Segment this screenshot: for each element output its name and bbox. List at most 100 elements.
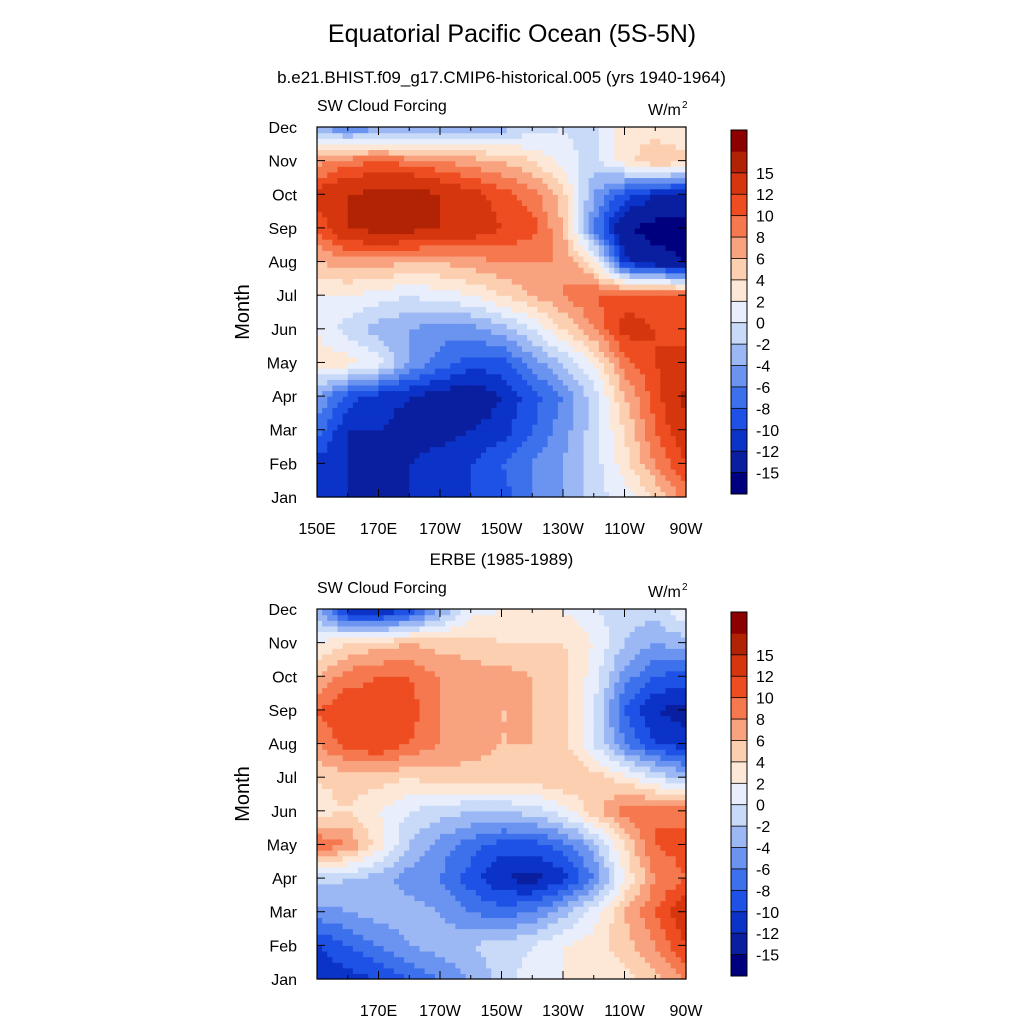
y-tick-label: Dec [269,120,297,137]
heatmap-cell [568,356,574,364]
heatmap-cell [393,166,400,173]
heatmap-cell [670,384,677,392]
heatmap-cell [399,491,405,498]
heatmap-cell [675,272,682,279]
heatmap-cell [650,435,656,442]
heatmap-cell [645,345,651,352]
heatmap-cell [568,183,574,190]
heatmap-cell [465,373,472,380]
heatmap-cell [460,261,467,268]
heatmap-cell [583,373,590,380]
heatmap-cell [675,356,682,364]
heatmap-cell [609,474,615,481]
heatmap-cell [563,272,569,279]
heatmap-cell [388,227,395,235]
heatmap-cell [383,171,390,179]
heatmap-cell [527,127,533,134]
heatmap-cell [434,468,441,476]
heatmap-cell [373,205,380,212]
heatmap-cell [399,166,405,173]
heatmap-cell [424,452,431,459]
heatmap-cell [660,317,667,324]
heatmap-cell [388,412,395,420]
heatmap-cell [322,407,328,414]
heatmap-cell [440,480,446,487]
heatmap-cell [352,255,359,263]
heatmap-cell [450,468,456,476]
heatmap-cell [609,491,615,498]
heatmap-cell [404,261,410,268]
heatmap-cell [475,312,482,319]
heatmap-cell [404,183,410,190]
heatmap-cell [670,390,677,397]
heatmap-cell [383,261,390,268]
heatmap-cell [639,468,646,476]
heatmap-cell [670,407,677,414]
heatmap-cell [639,211,646,218]
heatmap-cell [665,379,672,386]
heatmap-cell [358,272,364,279]
heatmap-cell [511,429,518,436]
colorbar-label: 15 [756,166,774,183]
heatmap-cell [440,334,446,341]
heatmap-cell [516,435,523,442]
heatmap-cell [645,491,651,498]
heatmap-cell [337,480,344,487]
heatmap-cell [368,177,374,184]
heatmap-cell [557,485,564,492]
heatmap-cell [378,328,385,336]
heatmap-cell [537,323,544,330]
heatmap-cell [327,424,333,431]
heatmap-cell [665,384,672,392]
heatmap-cell [660,435,667,442]
heatmap-cell [650,272,656,279]
heatmap-cell [491,480,497,487]
heatmap-cell [414,491,421,498]
heatmap-cell [650,379,656,386]
heatmap-cell [680,485,687,492]
heatmap-cell [568,149,574,156]
heatmap-cell [675,480,682,487]
heatmap-cell [604,973,610,980]
heatmap-cell [460,216,467,223]
heatmap-cell [419,261,426,268]
heatmap-cell [352,384,359,392]
heatmap-cell [388,418,395,425]
heatmap-cell [486,272,492,279]
heatmap-cell [327,973,333,980]
heatmap-cell [455,401,462,408]
heatmap-cell [516,424,523,431]
heatmap-cell [342,440,349,448]
heatmap-cell [537,255,544,263]
heatmap-cell [486,345,492,352]
heatmap-cell [552,194,559,201]
heatmap-cell [506,255,513,263]
heatmap-cell [624,267,631,274]
heatmap-cell [655,340,661,347]
heatmap-cell [368,127,374,134]
heatmap-cell [619,149,626,156]
heatmap-cell [547,143,554,151]
heatmap-cell [481,127,487,134]
heatmap-cell [337,373,344,380]
heatmap-cell [537,345,544,352]
heatmap-cell [373,278,380,285]
heatmap-cell [506,362,513,369]
heatmap-cell [639,379,646,386]
heatmap-cell [378,300,385,307]
heatmap-cell [629,373,636,380]
heatmap-cell [609,401,615,408]
heatmap-cell [624,340,631,347]
heatmap-cell [368,278,374,285]
heatmap-cell [506,199,513,207]
heatmap-cell [481,373,487,380]
heatmap-cell [363,295,369,302]
heatmap-cell [639,183,646,190]
heatmap-cell [665,474,672,481]
heatmap-cell [604,272,610,279]
heatmap-cell [358,317,364,324]
heatmap-cell [429,155,436,162]
heatmap-cell [399,312,405,319]
heatmap-cell [552,160,559,167]
heatmap-cell [506,446,513,453]
